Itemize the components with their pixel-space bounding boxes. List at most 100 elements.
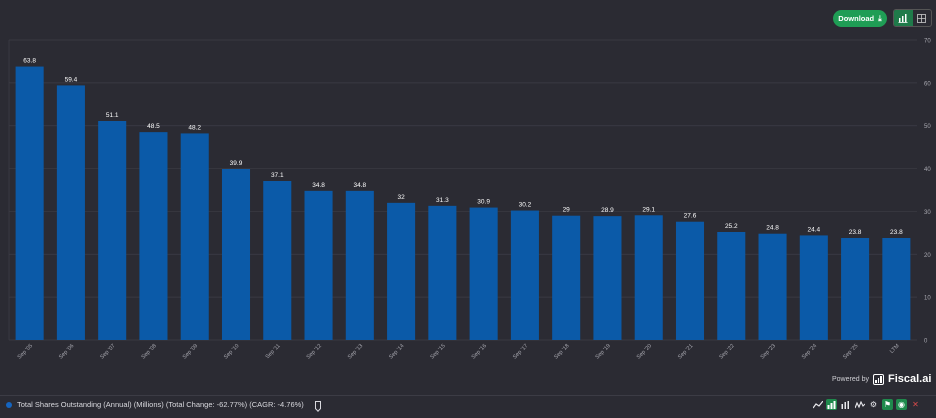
bar-chart-icon[interactable]	[826, 399, 837, 410]
y-tick-label: 60	[924, 81, 931, 87]
data-label: 48.5	[147, 123, 160, 130]
data-label: 34.8	[312, 182, 325, 189]
data-label: 25.2	[725, 223, 738, 230]
table-icon	[917, 13, 927, 23]
bar[interactable]	[428, 205, 457, 340]
bookmark-icon[interactable]	[314, 400, 321, 409]
download-icon: ⤓	[878, 13, 882, 23]
bar[interactable]	[717, 232, 746, 340]
x-tick-label: Sep '19	[595, 343, 612, 360]
bar[interactable]	[841, 238, 870, 340]
x-axis: Sep '05 Sep '06 Sep '07 Sep '08 Sep '09 Sep '…	[17, 343, 901, 361]
x-tick-label: Sep '12	[306, 343, 323, 360]
data-label: 24.8	[766, 225, 779, 232]
download-label: Download	[838, 14, 875, 23]
x-tick-label: Sep '06	[58, 343, 75, 360]
bar[interactable]	[180, 133, 209, 340]
y-tick-label: 10	[924, 296, 931, 302]
powered-by[interactable]: Powered by Fiscal.ai	[832, 373, 931, 385]
area-chart-icon[interactable]	[854, 399, 865, 410]
x-tick-label: Sep '15	[429, 343, 446, 360]
bar[interactable]	[634, 215, 663, 340]
bar-chart-icon	[898, 13, 908, 23]
bar[interactable]	[593, 216, 622, 340]
bar-outline-icon[interactable]	[840, 399, 851, 410]
footer-divider	[0, 395, 936, 396]
data-label: 32	[397, 194, 405, 201]
table-view-toggle[interactable]	[913, 10, 932, 26]
bar-chart: 63.8 59.4 51.1 48.5 48.2 39.9 37.1 34.8 34.8 32 31…	[8, 39, 931, 361]
x-tick-label: Sep '16	[471, 343, 488, 360]
x-tick-label: LTM	[889, 343, 901, 355]
gear-icon[interactable]: ⚙	[869, 400, 878, 409]
bar[interactable]	[56, 85, 85, 340]
data-labels: 63.8 59.4 51.1 48.5 48.2 39.9 37.1 34.8 34.8 32 31…	[23, 58, 903, 236]
bar[interactable]	[510, 210, 539, 340]
data-label: 23.8	[890, 229, 903, 236]
data-label: 34.8	[353, 182, 366, 189]
data-label: 30.9	[477, 199, 490, 206]
data-label: 27.6	[684, 213, 697, 220]
bar[interactable]	[882, 238, 911, 340]
x-tick-label: Sep '07	[99, 343, 116, 360]
download-button[interactable]: Download ⤓	[833, 10, 887, 27]
bars	[15, 66, 911, 341]
y-tick-label: 70	[924, 39, 931, 45]
x-tick-label: Sep '08	[141, 343, 158, 360]
line-chart-icon[interactable]	[812, 399, 823, 410]
fiscal-logo-icon	[872, 373, 884, 385]
data-label: 39.9	[230, 160, 243, 167]
bar[interactable]	[221, 169, 251, 340]
bar[interactable]	[675, 221, 705, 340]
legend: Total Shares Outstanding (Annual) (Milli…	[6, 400, 321, 409]
y-tick-label: 50	[924, 124, 931, 130]
data-label: 63.8	[23, 58, 36, 65]
data-label: 24.4	[807, 226, 820, 233]
data-label: 48.2	[188, 124, 201, 131]
bar[interactable]	[552, 215, 581, 340]
x-tick-label: Sep '21	[677, 343, 694, 360]
powered-by-text: Powered by	[832, 375, 869, 383]
bar[interactable]	[758, 233, 787, 340]
data-label: 37.1	[271, 172, 284, 179]
chart-tools: ⚙ ⚑ ◉ ✕	[812, 399, 921, 410]
x-tick-label: Sep '05	[17, 343, 34, 360]
y-tick-label: 30	[924, 210, 931, 216]
x-tick-label: Sep '20	[636, 343, 653, 360]
data-label: 23.8	[849, 229, 862, 236]
legend-color-dot	[6, 401, 12, 408]
x-tick-label: Sep '13	[347, 343, 364, 360]
x-tick-label: Sep '23	[760, 343, 777, 360]
bar[interactable]	[799, 235, 828, 340]
x-tick-label: Sep '09	[182, 343, 199, 360]
data-label: 30.2	[519, 202, 532, 209]
x-tick-label: Sep '10	[223, 343, 240, 360]
eye-icon[interactable]: ◉	[896, 399, 907, 410]
data-label: 29	[563, 207, 571, 214]
bar[interactable]	[345, 190, 374, 340]
data-label: 29.1	[642, 206, 655, 213]
close-icon[interactable]: ✕	[912, 400, 919, 409]
y-axis: 0 10 20 30 40 50 60 70	[924, 39, 931, 345]
tag-icon[interactable]: ⚑	[882, 399, 893, 410]
x-tick-label: Sep '14	[388, 343, 405, 360]
bar[interactable]	[15, 66, 44, 341]
y-tick-label: 0	[924, 339, 928, 345]
data-label: 28.9	[601, 207, 614, 214]
bar[interactable]	[263, 181, 292, 340]
data-label: 59.4	[65, 76, 78, 83]
brand-name: Fiscal.ai	[887, 373, 932, 385]
bar[interactable]	[387, 202, 416, 340]
y-tick-label: 40	[924, 167, 931, 173]
x-tick-label: Sep '25	[842, 343, 859, 360]
x-tick-label: Sep '24	[801, 343, 818, 360]
bar[interactable]	[469, 207, 498, 340]
bar[interactable]	[304, 190, 333, 340]
legend-text: Total Shares Outstanding (Annual) (Milli…	[17, 400, 304, 409]
y-tick-label: 20	[924, 253, 931, 259]
bar[interactable]	[139, 132, 168, 340]
bar[interactable]	[98, 121, 127, 340]
x-tick-label: Sep '17	[512, 343, 529, 360]
bar-chart-view-toggle[interactable]	[894, 10, 913, 26]
